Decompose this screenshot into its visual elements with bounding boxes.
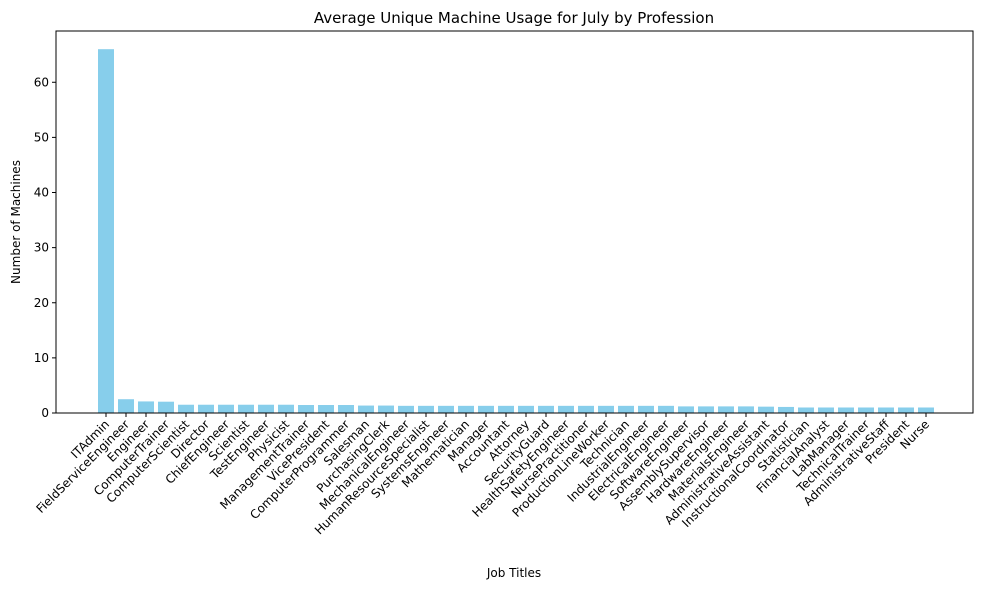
bar-HardwareEngineer — [718, 406, 734, 413]
bar-Nurse — [918, 407, 934, 413]
bar-LabManager — [838, 407, 854, 413]
x-axis-ticks: ITAdminFieldServiceEngineerEngineerCompu… — [33, 413, 932, 537]
bar-Scientist — [238, 404, 254, 413]
bar-ComputerTrainer — [158, 401, 174, 413]
bar-SystemsEngineer — [438, 405, 454, 413]
y-tick-label: 30 — [34, 241, 49, 255]
bar-FieldServiceEngineer — [118, 399, 134, 413]
bar-AdministrativeAssistant — [758, 406, 774, 413]
bar-HumanResourceSpecialist — [418, 405, 434, 413]
bar-Mathematician — [458, 405, 474, 413]
bar-NursePractitioner — [578, 405, 594, 413]
bar-AssemblySupervisor — [698, 406, 714, 413]
y-axis-label: Number of Machines — [9, 160, 23, 284]
bar-Statistician — [798, 407, 814, 413]
bar-ComputerScientist — [178, 404, 194, 413]
bar-TechnicalTrainer — [858, 407, 874, 413]
bar-MechanicalEngineer — [398, 405, 414, 413]
bar-Manager — [478, 405, 494, 413]
bar-VicePresident — [318, 405, 334, 413]
bar-ITAdmin — [98, 49, 114, 413]
y-tick-label: 0 — [41, 406, 49, 420]
bar-Accountant — [498, 405, 514, 413]
bar-Attorney — [518, 405, 534, 413]
y-tick-label: 40 — [34, 186, 49, 200]
bar-ComputerProgrammer — [338, 405, 354, 413]
bar-MaterialsEngineer — [738, 406, 754, 413]
y-tick-label: 10 — [34, 351, 49, 365]
bar-ManagementTrainer — [298, 405, 314, 413]
y-tick-label: 60 — [34, 75, 49, 89]
bar-SoftwareEngineer — [678, 406, 694, 413]
bar-IndustrialEngineer — [638, 405, 654, 413]
bar-Physicist — [278, 404, 294, 413]
bars-group — [98, 49, 934, 413]
y-axis-ticks: 0 10 20 30 40 50 60 — [34, 75, 56, 420]
bar-President — [898, 407, 914, 413]
y-tick-label: 20 — [34, 296, 49, 310]
bar-ProductionLineWorker — [598, 405, 614, 413]
bar-FinancialAnalyst — [818, 407, 834, 413]
bar-InstructionalCoordinator — [778, 406, 794, 413]
bar-SecurityGuard — [538, 405, 554, 413]
bar-Salesman — [358, 405, 374, 413]
plot-frame — [55, 30, 974, 414]
bar-HealthSafetyEngineer — [558, 405, 574, 413]
x-axis-label: Job Titles — [486, 566, 541, 580]
bar-Technician — [618, 405, 634, 413]
bar-Director — [198, 404, 214, 413]
bar-ElectricalEngineer — [658, 405, 674, 413]
bar-PurchasingClerk — [378, 405, 394, 413]
y-tick-label: 50 — [34, 130, 49, 144]
bar-TestEngineer — [258, 404, 274, 413]
bar-ChiefEngineer — [218, 404, 234, 413]
bar-AdministrativeStaff — [878, 407, 894, 413]
chart-title: Average Unique Machine Usage for July by… — [314, 9, 714, 27]
bar-Engineer — [138, 401, 154, 413]
